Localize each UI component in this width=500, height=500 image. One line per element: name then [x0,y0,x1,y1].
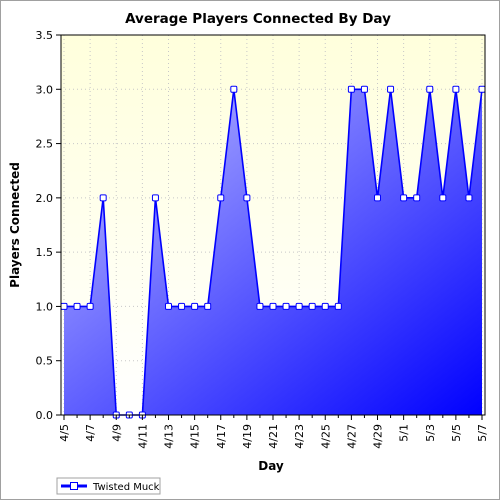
legend-label: Twisted Muck [92,482,160,493]
data-point [73,302,81,310]
data-point [374,194,381,202]
y-tick-label: 0.5 [36,355,54,368]
series-area [64,89,482,416]
data-point [256,302,264,310]
data-point [165,302,172,310]
data-point [465,194,473,202]
data-point [334,302,342,310]
data-point [347,85,355,93]
x-tick-label: 4/19 [241,424,254,449]
y-tick-label: 1.5 [36,246,54,259]
x-tick-label: 4/21 [267,424,280,449]
x-tick-label: 5/7 [476,424,489,442]
x-tick-label: 4/25 [319,424,332,449]
data-point [426,85,434,93]
y-axis-ticks: 0.0 0.5 1.0 1.5 2.0 2.5 3.0 3.5 [36,29,61,422]
data-point [452,85,460,93]
data-point [478,85,486,93]
y-tick-label: 0.0 [36,409,54,422]
y-tick-label: 2.0 [36,192,54,205]
chart-title: Average Players Connected By Day [125,11,391,27]
data-point [151,194,159,202]
y-axis-title: Players Connected [8,162,22,288]
x-tick-label: 4/29 [372,424,385,449]
x-tick-label: 4/11 [136,424,149,449]
data-point [308,302,316,310]
y-tick-label: 2.5 [36,138,54,151]
x-tick-label: 4/15 [189,424,202,449]
y-tick-label: 3.0 [36,83,54,96]
data-point [230,85,238,93]
data-point [439,194,447,202]
legend: Twisted Muck [56,477,161,495]
x-axis-title: Day [258,459,284,473]
x-tick-label: 5/3 [424,424,437,442]
data-point [204,302,212,310]
data-point [321,302,329,310]
x-tick-label: 4/5 [58,424,71,442]
data-point [413,194,421,202]
data-point [400,194,408,202]
data-point [269,302,277,310]
x-tick-label: 4/13 [163,424,176,449]
data-point [217,194,225,202]
series-markers [60,85,486,419]
data-point [191,302,199,310]
y-tick-label: 1.0 [36,300,54,313]
data-point [86,302,94,310]
x-tick-label: 4/23 [293,424,306,449]
data-point [178,302,186,310]
x-axis-ticks: 4/5 4/7 4/9 4/11 4/13 4/15 4/17 4/19 4/21 4/23 4/2… [58,415,489,449]
data-point [99,194,107,202]
legend-box [56,477,161,495]
data-point [60,302,68,310]
data-point [295,302,303,310]
legend-marker-swatch [70,482,78,490]
y-tick-label: 3.5 [36,29,54,42]
x-tick-label: 4/27 [345,424,358,449]
data-point [360,85,368,93]
data-point [387,85,395,93]
x-tick-label: 4/9 [110,424,123,442]
x-tick-label: 4/7 [84,424,97,442]
x-tick-label: 4/17 [215,424,228,449]
x-tick-label: 5/5 [450,424,463,442]
data-point [282,302,290,310]
x-tick-label: 5/1 [398,424,411,442]
data-point [243,194,251,202]
series-area-fill [64,89,482,416]
